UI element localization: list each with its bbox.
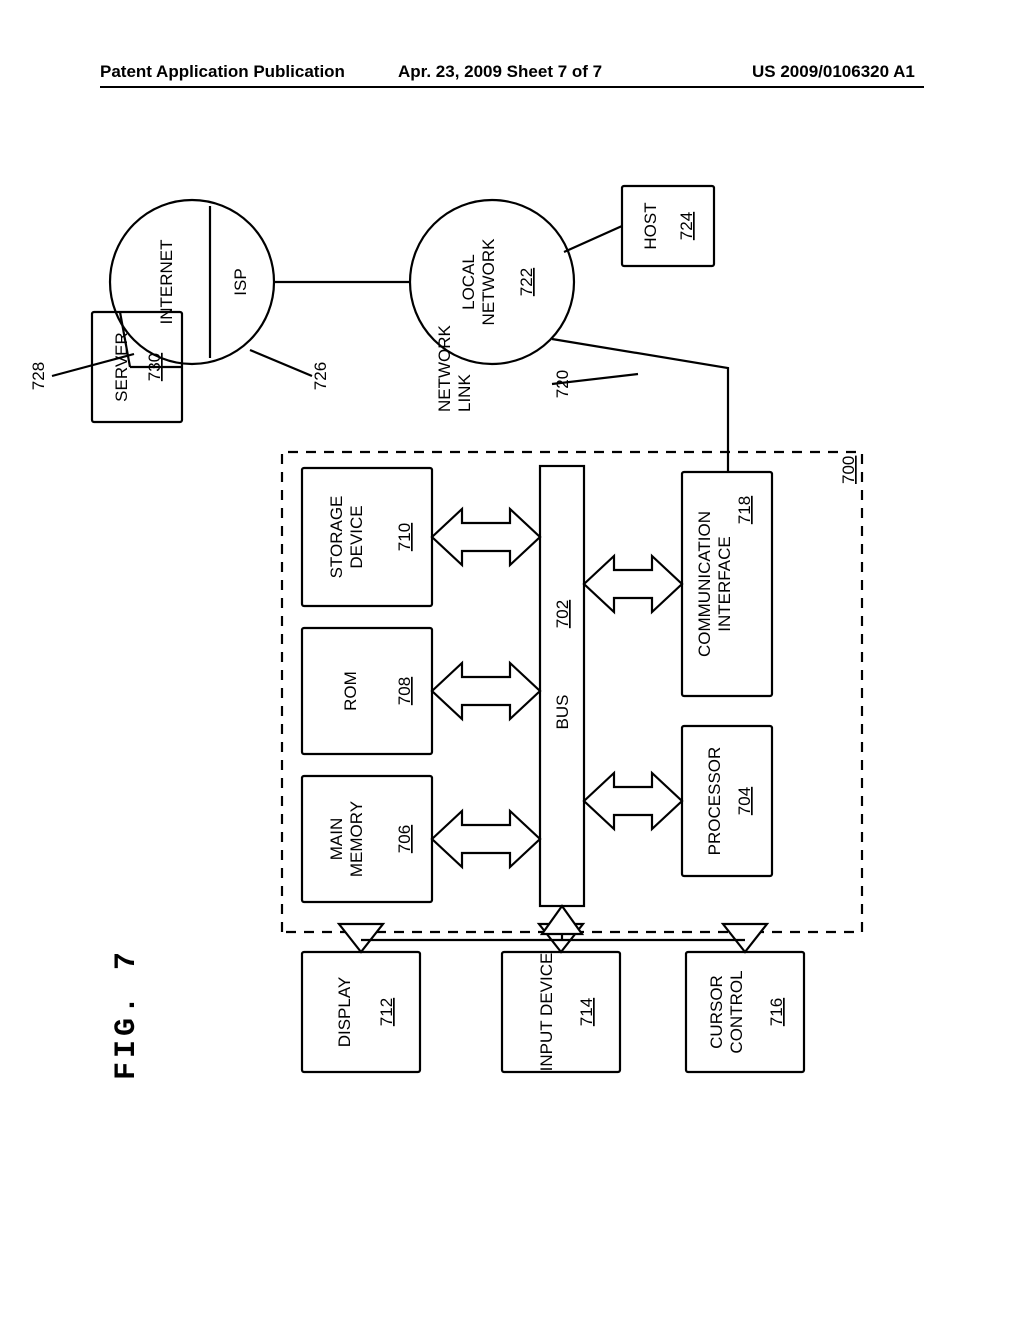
input-box — [502, 952, 620, 1072]
page: Patent Application Publication Apr. 23, … — [0, 0, 1024, 1320]
bus-label: BUS — [553, 695, 572, 730]
svg-text:704: 704 — [735, 787, 754, 815]
svg-text:712: 712 — [377, 998, 396, 1026]
svg-text:INTERNET: INTERNET — [157, 240, 176, 325]
host-box — [622, 186, 714, 266]
svg-text:728: 728 — [29, 362, 48, 390]
svg-text:SERVER: SERVER — [112, 332, 131, 402]
svg-text:LOCAL: LOCAL — [459, 254, 478, 310]
bus-702 — [540, 466, 584, 906]
svg-text:714: 714 — [577, 998, 596, 1026]
bus-ref: 702 — [553, 600, 572, 628]
figure-7-diagram: BUS 702 MAINMEMORY 706 ROM 708 STORAGEDEVICE… — [0, 0, 1024, 1320]
svg-text:MAIN: MAIN — [327, 818, 346, 861]
svg-text:DISPLAY: DISPLAY — [335, 977, 354, 1048]
processor-box — [682, 726, 772, 876]
svg-text:726: 726 — [311, 362, 330, 390]
svg-text:STORAGE: STORAGE — [327, 496, 346, 579]
svg-text:MEMORY: MEMORY — [347, 801, 366, 877]
svg-text:720: 720 — [553, 370, 572, 398]
svg-text:708: 708 — [395, 677, 414, 705]
svg-text:COMMUNICATION: COMMUNICATION — [695, 511, 714, 657]
svg-text:718: 718 — [735, 496, 754, 524]
svg-text:CONTROL: CONTROL — [727, 970, 746, 1053]
system-ref-700: 700 — [839, 456, 858, 484]
svg-text:NETWORK: NETWORK — [479, 238, 498, 326]
svg-text:INPUT DEVICE: INPUT DEVICE — [537, 953, 556, 1072]
svg-text:CURSOR: CURSOR — [707, 975, 726, 1049]
system-boundary-700 — [282, 452, 862, 932]
svg-text:724: 724 — [677, 212, 696, 240]
svg-text:INTERFACE: INTERFACE — [715, 536, 734, 631]
svg-text:722: 722 — [517, 268, 536, 296]
svg-text:706: 706 — [395, 825, 414, 853]
svg-text:NETWORK: NETWORK — [435, 324, 454, 412]
display-box — [302, 952, 420, 1072]
svg-text:PROCESSOR: PROCESSOR — [705, 747, 724, 856]
svg-text:710: 710 — [395, 523, 414, 551]
svg-text:ISP: ISP — [231, 268, 250, 295]
svg-text:716: 716 — [767, 998, 786, 1026]
svg-text:DEVICE: DEVICE — [347, 505, 366, 568]
svg-text:HOST: HOST — [641, 202, 660, 249]
svg-text:ROM: ROM — [341, 671, 360, 711]
svg-text:LINK: LINK — [455, 374, 474, 412]
